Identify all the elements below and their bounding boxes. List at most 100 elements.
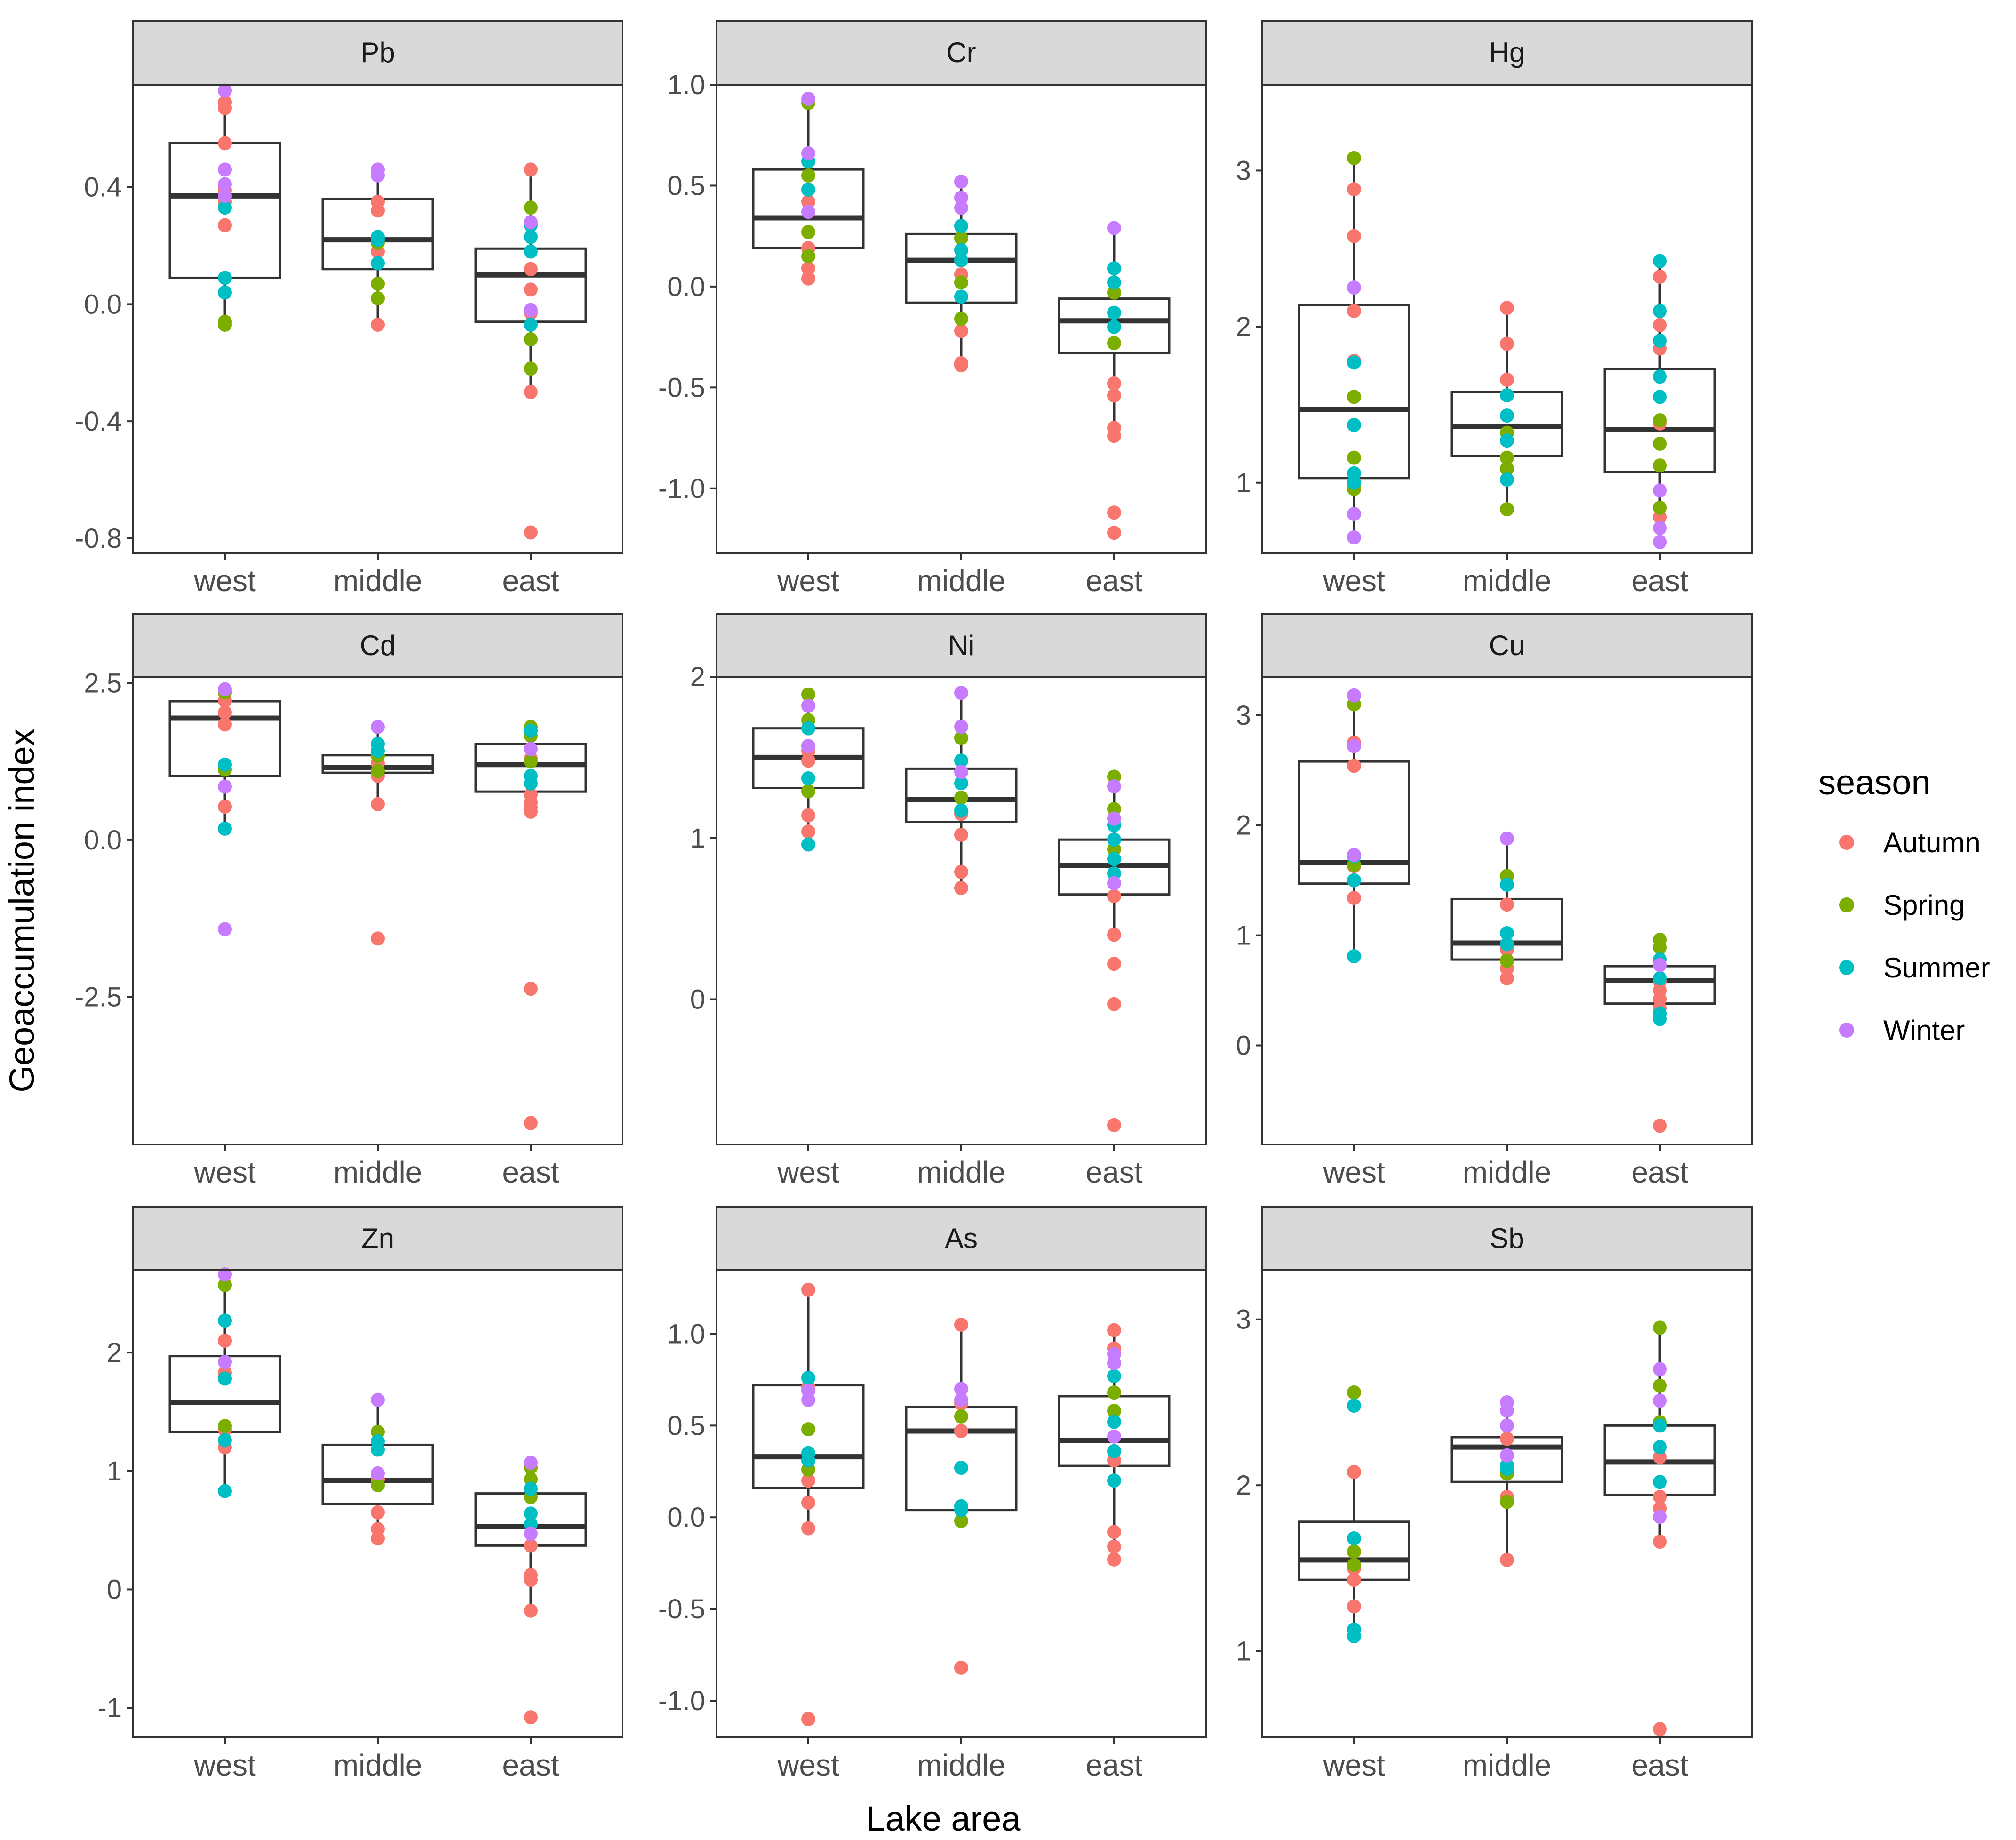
point-spring: [1500, 502, 1514, 517]
x-tick-label-middle: middle: [334, 1748, 422, 1782]
point-summer: [218, 1371, 232, 1386]
y-tick-label: -1.0: [658, 1686, 705, 1716]
legend-item-summer: Summer: [1839, 952, 1990, 984]
point-winter: [954, 1382, 968, 1396]
y-tick-label: -1: [97, 1693, 122, 1723]
legend-key-winter: [1839, 1023, 1854, 1038]
y-tick-label: 0: [1236, 1031, 1251, 1061]
point-winter: [1653, 535, 1667, 549]
point-spring: [1107, 842, 1121, 856]
point-autumn: [1500, 372, 1514, 387]
point-spring: [1500, 461, 1514, 476]
y-tick-label: -0.4: [75, 406, 122, 437]
box-pb-middle: [321, 162, 434, 332]
x-tick-label-middle: middle: [917, 1748, 1006, 1782]
x-tick-label-west: west: [193, 564, 256, 598]
point-autumn: [524, 1710, 538, 1725]
point-autumn: [1107, 1539, 1121, 1554]
strip-cu: [1261, 613, 1753, 678]
point-spring: [524, 754, 538, 769]
point-summer: [524, 244, 538, 259]
point-summer: [1500, 937, 1514, 952]
point-autumn: [524, 982, 538, 996]
point-autumn: [1347, 1465, 1361, 1480]
x-tick-label-middle: middle: [1463, 1155, 1552, 1189]
point-autumn: [371, 931, 385, 946]
point-summer: [1653, 1475, 1667, 1489]
point-autumn: [524, 525, 538, 540]
point-summer: [1107, 852, 1121, 866]
point-autumn: [954, 881, 968, 896]
point-summer: [1653, 971, 1667, 985]
point-summer: [1500, 433, 1514, 448]
point-autumn: [1653, 1450, 1667, 1464]
point-spring: [954, 791, 968, 805]
point-winter: [1107, 221, 1121, 235]
point-summer: [801, 721, 815, 736]
x-tick-label-middle: middle: [1463, 564, 1552, 598]
strip-as: [716, 1206, 1207, 1271]
point-spring: [524, 200, 538, 215]
y-tick-label: -2.5: [75, 982, 122, 1012]
point-autumn: [954, 358, 968, 373]
y-tick-label: 0.4: [84, 172, 122, 203]
point-autumn: [218, 136, 232, 151]
box-sb-east: [1603, 1320, 1716, 1736]
point-autumn: [954, 827, 968, 842]
point-winter: [801, 1392, 815, 1407]
point-winter: [218, 779, 232, 794]
point-summer: [371, 256, 385, 271]
point-autumn: [524, 162, 538, 177]
point-spring: [1347, 1544, 1361, 1559]
point-winter: [954, 191, 968, 205]
y-tick-label: 1: [1236, 468, 1251, 498]
point-summer: [1107, 320, 1121, 334]
point-summer: [524, 1481, 538, 1496]
box-as-middle: [905, 1317, 1018, 1675]
point-summer: [1347, 949, 1361, 964]
point-autumn: [1107, 997, 1121, 1011]
panel-cd: Cd 2.5 0.0 -2.5 west middle east: [75, 613, 623, 1189]
legend: season Autumn Spring Summer Winter: [1818, 763, 1990, 1046]
point-autumn: [1500, 971, 1514, 985]
point-winter: [801, 146, 815, 160]
y-tick-label: 0.0: [84, 289, 122, 320]
point-autumn: [524, 804, 538, 819]
box-pb-east: [474, 162, 587, 540]
box-hg-west: [1298, 151, 1410, 544]
point-autumn: [954, 324, 968, 338]
point-winter: [1347, 739, 1361, 753]
point-autumn: [801, 753, 815, 768]
point-summer: [218, 757, 232, 772]
panel-zn: Zn 2 1 0 -1 west middle east: [97, 1206, 623, 1782]
y-tick-label: 2.5: [84, 668, 122, 698]
point-autumn: [1107, 376, 1121, 391]
box-cr-east: [1058, 221, 1171, 540]
point-summer: [801, 1453, 815, 1468]
point-summer: [954, 776, 968, 791]
point-summer: [1653, 1418, 1667, 1433]
y-tick-label: -0.5: [658, 372, 705, 403]
point-autumn: [1653, 1535, 1667, 1549]
point-summer: [1107, 866, 1121, 881]
point-winter: [371, 1466, 385, 1480]
point-summer: [954, 219, 968, 233]
x-tick-label-middle: middle: [917, 1155, 1006, 1189]
point-autumn: [801, 1521, 815, 1536]
point-winter: [218, 189, 232, 203]
point-winter: [218, 1267, 232, 1282]
strip-label-ni: Ni: [948, 630, 975, 661]
point-spring: [1107, 769, 1121, 784]
point-autumn: [801, 271, 815, 286]
point-summer: [1107, 305, 1121, 320]
x-tick-label-east: east: [502, 1155, 559, 1189]
box-cr-west: [752, 92, 865, 286]
point-winter: [524, 1456, 538, 1470]
y-tick-label: -0.8: [75, 523, 122, 554]
point-winter: [954, 1392, 968, 1407]
point-winter: [371, 168, 385, 183]
point-autumn: [524, 1603, 538, 1618]
panel-ni: Ni 2 1 0 west middle east: [690, 613, 1207, 1189]
point-spring: [801, 1422, 815, 1437]
